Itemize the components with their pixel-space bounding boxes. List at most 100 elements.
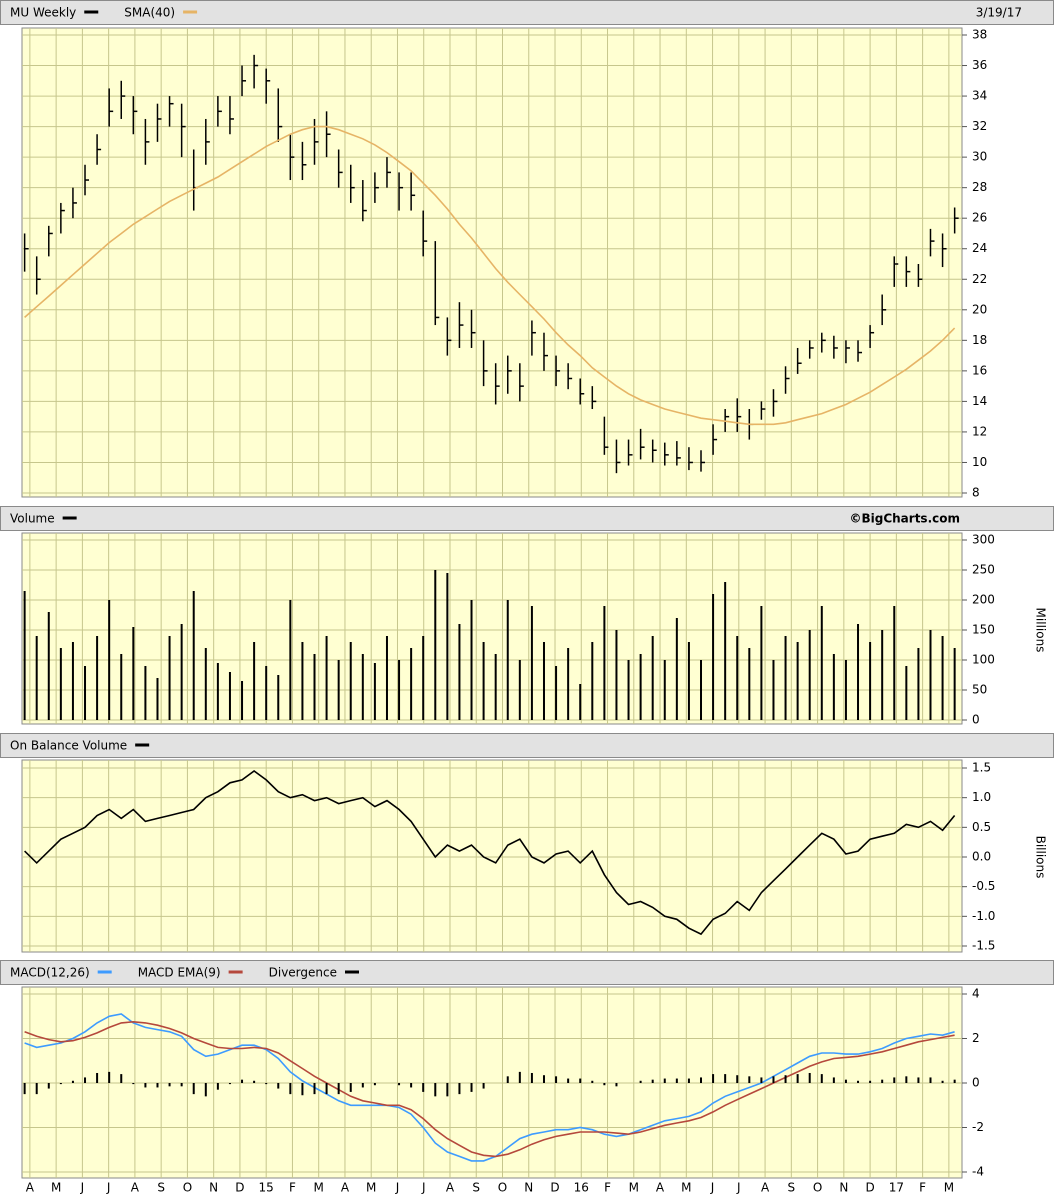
bar <box>941 1080 944 1083</box>
x-tick-label: F <box>289 1181 296 1195</box>
x-tick-label: D <box>550 1181 559 1195</box>
bar <box>953 1079 956 1083</box>
legend-label: MACD EMA(9) <box>138 966 221 980</box>
bar <box>651 636 654 720</box>
series-line <box>24 770 956 936</box>
bar <box>410 648 413 720</box>
x-tick-label: O <box>813 1181 822 1195</box>
bar <box>784 636 787 720</box>
bar <box>639 654 642 720</box>
bar <box>542 642 545 720</box>
bar <box>349 642 352 720</box>
y-tick-label: 200 <box>972 593 995 607</box>
x-tick-label: M <box>629 1181 639 1195</box>
bar <box>337 660 340 720</box>
bar <box>337 1083 340 1095</box>
bar <box>216 663 219 720</box>
bar <box>518 1071 521 1083</box>
bar <box>796 642 799 720</box>
y-tick-label: 1.0 <box>972 790 991 804</box>
bar <box>651 1079 654 1083</box>
series-line <box>24 1013 955 1162</box>
y-tick-label: -4 <box>972 1165 984 1179</box>
bar <box>144 666 147 720</box>
y-tick-label: 150 <box>972 623 995 637</box>
bar <box>929 630 932 720</box>
bar <box>736 636 739 720</box>
bar <box>615 1083 618 1087</box>
bar <box>241 1079 244 1083</box>
bar <box>627 660 630 720</box>
x-tick-label: A <box>341 1181 350 1195</box>
bar <box>663 660 666 720</box>
bar <box>929 1077 932 1083</box>
x-tick-label: M <box>681 1181 691 1195</box>
bar <box>132 1083 135 1085</box>
x-tick-label: N <box>524 1181 533 1195</box>
bar <box>349 1083 352 1092</box>
bar <box>35 636 38 720</box>
bar <box>422 1083 425 1092</box>
bar <box>482 1083 485 1089</box>
bar <box>506 600 509 720</box>
bar <box>180 1083 183 1087</box>
x-tick-label: D <box>235 1181 244 1195</box>
bar <box>579 1078 582 1083</box>
bar <box>555 1076 558 1083</box>
y-tick-label: 36 <box>972 58 987 72</box>
bar <box>506 1076 509 1083</box>
bar <box>555 666 558 720</box>
bar <box>639 1080 642 1083</box>
bar <box>23 1083 26 1095</box>
bar <box>700 660 703 720</box>
bar <box>820 1074 823 1083</box>
bar <box>204 1083 207 1097</box>
bar <box>905 666 908 720</box>
y-tick-label: 24 <box>972 241 987 255</box>
x-tick-label: 15 <box>259 1181 274 1195</box>
bar <box>820 606 823 720</box>
y-tick-label: 30 <box>972 150 987 164</box>
panel-header <box>0 960 1054 985</box>
y-tick-label: 0.0 <box>972 850 991 864</box>
bar <box>772 660 775 720</box>
bar <box>385 636 388 720</box>
y-tick-label: 8 <box>972 486 980 500</box>
bar <box>832 654 835 720</box>
x-tick-label: M <box>314 1181 324 1195</box>
panel-header <box>0 506 1054 531</box>
bar <box>373 663 376 720</box>
bar <box>603 606 606 720</box>
bar <box>844 1079 847 1083</box>
bar <box>857 1080 860 1083</box>
bar <box>59 1083 62 1085</box>
x-tick-label: A <box>656 1181 665 1195</box>
bar <box>398 1083 401 1086</box>
x-tick-label: O <box>498 1181 507 1195</box>
bar <box>204 648 207 720</box>
bar <box>241 681 244 720</box>
x-tick-label: M <box>51 1181 61 1195</box>
bar <box>748 648 751 720</box>
bar <box>458 624 461 720</box>
x-tick-label: J <box>395 1181 400 1195</box>
bar <box>832 1077 835 1083</box>
bar <box>23 591 26 720</box>
bar <box>881 1079 884 1083</box>
x-tick-label: D <box>865 1181 874 1195</box>
bar <box>458 1083 461 1095</box>
x-tick-label: M <box>366 1181 376 1195</box>
bar <box>857 624 860 720</box>
bar <box>784 1075 787 1083</box>
y-tick-label: 18 <box>972 333 987 347</box>
bar <box>373 1083 376 1086</box>
bar <box>132 627 135 720</box>
bar <box>96 1072 99 1083</box>
bar <box>71 642 74 720</box>
bar <box>446 1083 449 1097</box>
bar <box>844 660 847 720</box>
bar <box>663 1078 666 1083</box>
x-tick-label: 17 <box>889 1181 904 1195</box>
bar <box>361 1083 364 1088</box>
y-tick-label: -2 <box>972 1120 984 1134</box>
